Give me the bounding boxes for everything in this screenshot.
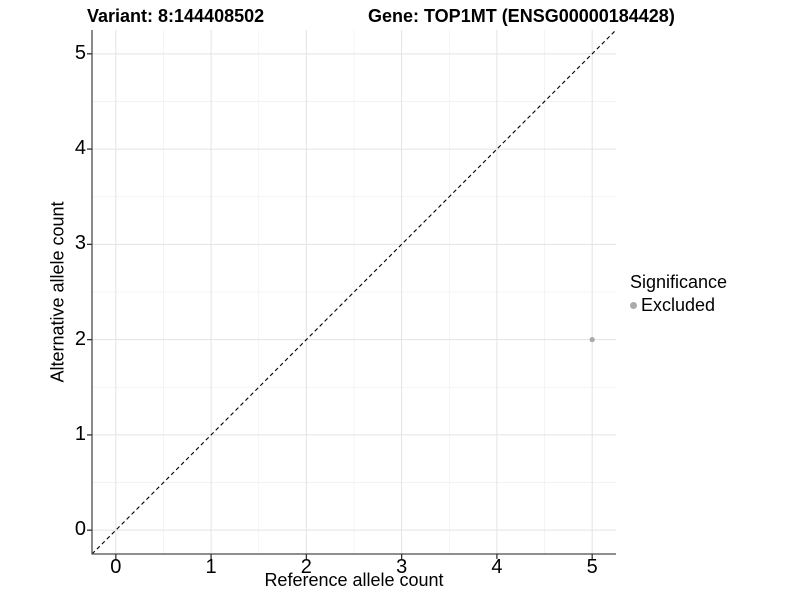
x-tick-label-1: 1: [205, 556, 217, 578]
y-tick-label-3: 3: [74, 232, 86, 255]
y-tick-label-5: 5: [74, 41, 86, 64]
y-tick-label-1: 1: [74, 422, 86, 445]
legend-point-icon: [630, 302, 637, 309]
y-tick-label-0: 0: [74, 518, 86, 541]
chart-title-gene: Gene: TOP1MT (ENSG00000184428): [368, 6, 675, 26]
x-tick-label-2: 2: [300, 556, 312, 578]
y-axis-title: Alternative allele count: [47, 201, 68, 383]
y-tick-label-2: 2: [74, 327, 86, 350]
data-point-5-2: [589, 337, 595, 343]
x-tick-label-3: 3: [396, 556, 408, 578]
x-tick-label-0: 0: [110, 556, 122, 578]
x-axis-title: Reference allele count: [264, 570, 444, 590]
chart-title-variant: Variant: 8:144408502: [87, 6, 265, 26]
identity-reference-line: [91, 29, 617, 555]
legend: Significance Excluded: [630, 272, 727, 316]
x-tick-label-4: 4: [491, 556, 503, 578]
legend-title: Significance: [630, 272, 728, 292]
legend-item-excluded: Excluded: [630, 295, 727, 316]
x-tick-label-5: 5: [586, 556, 598, 578]
y-tick-label-4: 4: [74, 137, 86, 160]
legend-item-label: Excluded: [641, 295, 716, 315]
